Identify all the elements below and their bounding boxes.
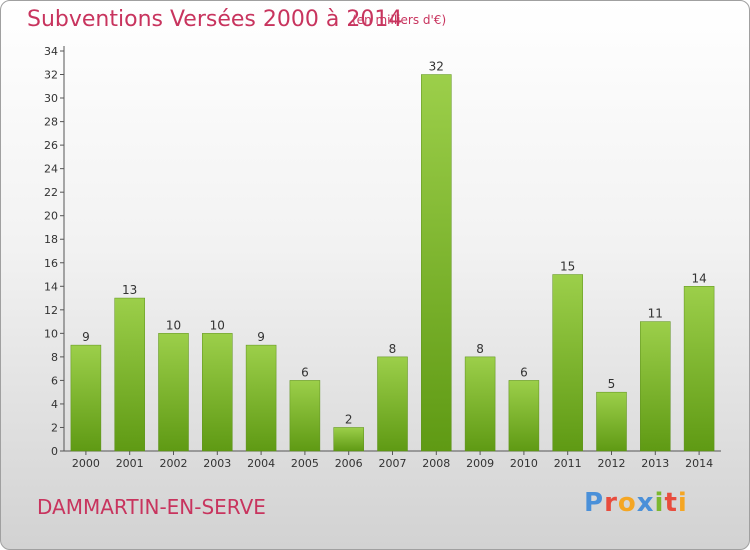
logo-letter: P <box>584 488 605 518</box>
y-tick-label: 8 <box>51 351 58 364</box>
bar-2008 <box>421 74 452 452</box>
data-label: 6 <box>301 365 309 379</box>
data-label: 8 <box>389 342 397 356</box>
y-tick-label: 0 <box>51 445 58 458</box>
bar-2004 <box>245 344 277 452</box>
logo-letter: i <box>654 488 665 518</box>
x-tick-label: 2009 <box>466 457 494 470</box>
commune-name: DAMMARTIN-EN-SERVE <box>37 495 266 519</box>
data-label: 14 <box>691 271 706 285</box>
x-tick-label: 2000 <box>72 457 100 470</box>
y-tick-label: 32 <box>44 69 58 82</box>
logo-letter: r <box>604 488 618 518</box>
data-label: 8 <box>476 342 484 356</box>
y-tick-label: 16 <box>44 257 58 270</box>
bar-2000 <box>70 344 102 452</box>
x-tick-label: 2008 <box>422 457 450 470</box>
y-tick-label: 30 <box>44 92 58 105</box>
x-tick-label: 2004 <box>247 457 275 470</box>
data-label: 32 <box>429 60 444 74</box>
y-tick-label: 28 <box>44 116 58 129</box>
y-tick-label: 10 <box>44 327 58 340</box>
y-tick-label: 20 <box>44 210 58 223</box>
y-tick-label: 18 <box>44 233 58 246</box>
logo-letter: i <box>677 488 688 518</box>
bar-2014 <box>683 286 715 452</box>
data-label: 11 <box>648 307 663 321</box>
x-tick-label: 2001 <box>116 457 144 470</box>
bar-2010 <box>508 380 540 452</box>
chart-labels: 2000 9 2001 13 2002 10 2003 10 2004 9 2005 6 2006 2 20… <box>72 60 713 470</box>
x-tick-label: 2011 <box>554 457 582 470</box>
chart-title: Subventions Versées 2000 à 2014 <box>27 7 403 32</box>
y-tick-label: 12 <box>44 304 58 317</box>
data-label: 6 <box>520 365 528 379</box>
logo-letter: o <box>617 488 637 518</box>
bar-2013 <box>640 321 671 452</box>
x-tick-label: 2002 <box>160 457 188 470</box>
bar-2009 <box>464 356 496 452</box>
x-tick-label: 2014 <box>685 457 713 470</box>
x-tick-label: 2003 <box>203 457 231 470</box>
data-label: 15 <box>560 260 575 274</box>
y-tick-label: 22 <box>44 186 58 199</box>
data-label: 13 <box>122 283 137 297</box>
data-label: 9 <box>82 330 90 344</box>
chart-subtitle: (en milliers d'€) <box>352 13 447 27</box>
y-tick-label: 4 <box>51 398 58 411</box>
y-tick-label: 34 <box>44 45 58 58</box>
y-tick-label: 14 <box>44 280 58 293</box>
x-tick-label: 2006 <box>335 457 363 470</box>
bar-2006 <box>333 427 364 452</box>
y-tick-label: 2 <box>51 421 58 434</box>
data-label: 10 <box>166 318 181 332</box>
logo-letter: t <box>664 488 678 518</box>
logo-letter: x <box>636 488 655 518</box>
bar-2011 <box>552 274 583 452</box>
x-tick-label: 2007 <box>379 457 407 470</box>
bar-2005 <box>289 380 321 452</box>
bar-2007 <box>377 356 408 452</box>
y-tick-label: 24 <box>44 163 58 176</box>
x-tick-label: 2010 <box>510 457 538 470</box>
data-label: 9 <box>257 330 265 344</box>
y-tick-label: 6 <box>51 374 58 387</box>
data-label: 2 <box>345 412 353 426</box>
bar-2003 <box>202 333 233 452</box>
bar-2012 <box>596 391 627 452</box>
x-tick-label: 2012 <box>598 457 626 470</box>
x-tick-label: 2013 <box>641 457 669 470</box>
chart-bars <box>70 74 715 452</box>
bar-2001 <box>114 297 145 452</box>
y-tick-label: 26 <box>44 139 58 152</box>
data-label: 10 <box>210 318 225 332</box>
data-label: 5 <box>608 377 616 391</box>
proxiti-logo[interactable]: Proxiti <box>584 488 688 518</box>
x-tick-label: 2005 <box>291 457 319 470</box>
bar-2002 <box>158 333 189 452</box>
